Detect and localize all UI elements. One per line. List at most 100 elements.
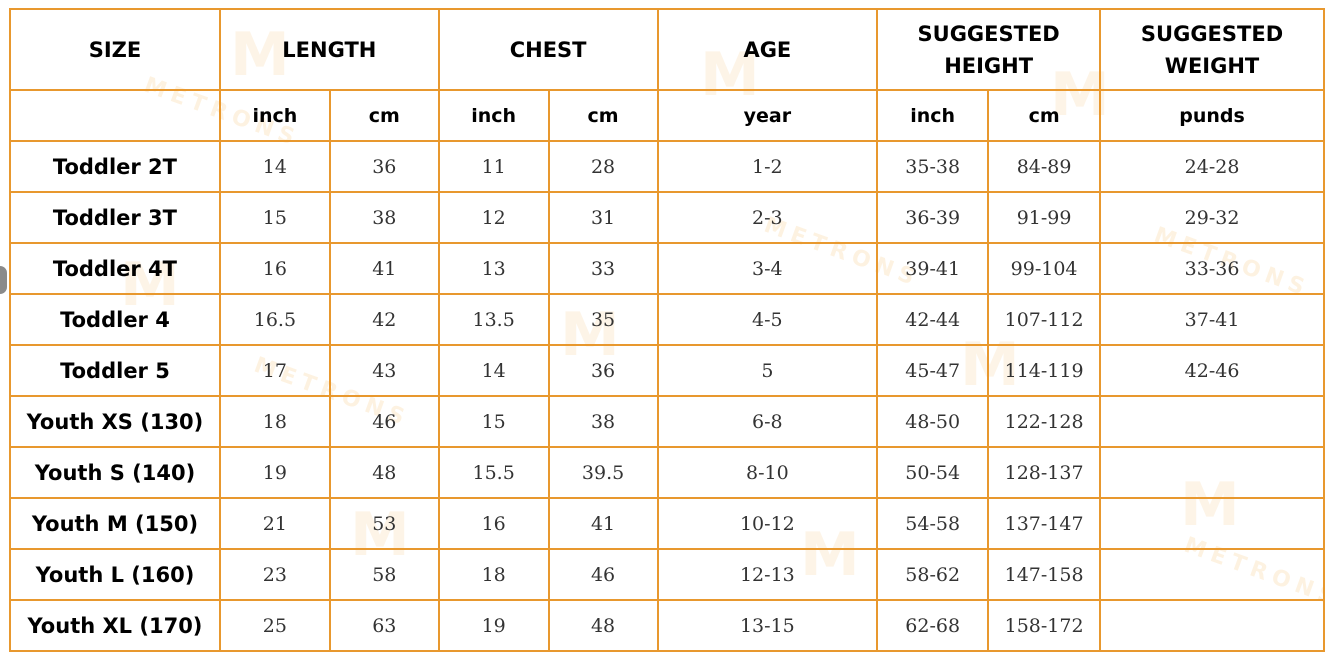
chest-cm-cell: 38 <box>547 395 659 448</box>
chest-cm-cell: 39.5 <box>547 446 659 499</box>
age-cell: 1-2 <box>656 140 879 193</box>
unit-chest-cm: cm <box>547 89 659 142</box>
length-cm-cell: 58 <box>328 548 440 601</box>
row-size-cell: Toddler 2T <box>9 140 221 193</box>
age-cell: 4-5 <box>656 293 879 346</box>
column-header-age: AGE <box>656 8 879 91</box>
row-size-cell: Youth L (160) <box>9 548 221 601</box>
unit-length-inch: inch <box>218 89 331 142</box>
chest-inch-cell: 13 <box>437 242 550 295</box>
length-cm-cell: 43 <box>328 344 440 397</box>
height-cm-cell: 114-119 <box>987 344 1102 397</box>
weight-cell: 29-32 <box>1099 191 1325 244</box>
height-cm-cell: 147-158 <box>987 548 1102 601</box>
unit-size <box>9 89 221 142</box>
height-inch-cell: 45-47 <box>876 344 990 397</box>
table-row: Youth XL (170) 25 63 19 48 13-15 62-68 158-172 <box>9 599 1325 652</box>
size-chart-table: SIZE LENGTH CHEST AGE SUGGESTED HEIGHT S… <box>9 8 1325 652</box>
height-inch-cell: 62-68 <box>876 599 990 652</box>
table-row: Youth M (150) 21 53 16 41 10-12 54-58 137-147 <box>9 497 1325 550</box>
height-inch-cell: 42-44 <box>876 293 990 346</box>
height-inch-cell: 36-39 <box>876 191 990 244</box>
column-header-size: SIZE <box>9 8 221 91</box>
age-cell: 2-3 <box>656 191 879 244</box>
column-header-suggested-weight: SUGGESTED WEIGHT <box>1099 8 1325 91</box>
weight-cell <box>1099 548 1325 601</box>
table-row: Toddler 4 16.5 42 13.5 35 4-5 42-44 107-112 37-4… <box>9 293 1325 346</box>
weight-cell <box>1099 446 1325 499</box>
length-cm-cell: 48 <box>328 446 440 499</box>
length-cm-cell: 46 <box>328 395 440 448</box>
length-cm-cell: 38 <box>328 191 440 244</box>
row-size-cell: Toddler 4 <box>9 293 221 346</box>
age-cell: 3-4 <box>656 242 879 295</box>
column-header-length: LENGTH <box>218 8 440 91</box>
row-size-cell: Youth M (150) <box>9 497 221 550</box>
length-inch-cell: 16 <box>218 242 331 295</box>
chest-cm-cell: 28 <box>547 140 659 193</box>
row-size-cell: Youth S (140) <box>9 446 221 499</box>
age-cell: 6-8 <box>656 395 879 448</box>
table-row: Youth XS (130) 18 46 15 38 6-8 48-50 122-128 <box>9 395 1325 448</box>
weight-cell: 33-36 <box>1099 242 1325 295</box>
length-inch-cell: 18 <box>218 395 331 448</box>
chest-inch-cell: 12 <box>437 191 550 244</box>
height-cm-cell: 128-137 <box>987 446 1102 499</box>
chest-inch-cell: 14 <box>437 344 550 397</box>
table-row: Toddler 2T 14 36 11 28 1-2 35-38 84-89 24-28 <box>9 140 1325 193</box>
unit-weight: punds <box>1099 89 1325 142</box>
length-inch-cell: 16.5 <box>218 293 331 346</box>
height-inch-cell: 48-50 <box>876 395 990 448</box>
header-row: SIZE LENGTH CHEST AGE SUGGESTED HEIGHT S… <box>9 8 1325 91</box>
length-inch-cell: 17 <box>218 344 331 397</box>
length-inch-cell: 15 <box>218 191 331 244</box>
height-inch-cell: 39-41 <box>876 242 990 295</box>
length-inch-cell: 19 <box>218 446 331 499</box>
age-cell: 8-10 <box>656 446 879 499</box>
row-size-cell: Youth XS (130) <box>9 395 221 448</box>
chest-cm-cell: 41 <box>547 497 659 550</box>
height-cm-cell: 107-112 <box>987 293 1102 346</box>
height-inch-cell: 58-62 <box>876 548 990 601</box>
length-cm-cell: 36 <box>328 140 440 193</box>
height-cm-cell: 84-89 <box>987 140 1102 193</box>
row-size-cell: Toddler 3T <box>9 191 221 244</box>
height-cm-cell: 91-99 <box>987 191 1102 244</box>
unit-chest-inch: inch <box>437 89 550 142</box>
weight-cell: 37-41 <box>1099 293 1325 346</box>
height-cm-cell: 137-147 <box>987 497 1102 550</box>
height-cm-cell: 99-104 <box>987 242 1102 295</box>
age-cell: 10-12 <box>656 497 879 550</box>
chest-cm-cell: 33 <box>547 242 659 295</box>
length-cm-cell: 41 <box>328 242 440 295</box>
unit-height-cm: cm <box>987 89 1102 142</box>
unit-height-inch: inch <box>876 89 990 142</box>
weight-cell: 24-28 <box>1099 140 1325 193</box>
row-size-cell: Toddler 5 <box>9 344 221 397</box>
chest-inch-cell: 19 <box>437 599 550 652</box>
row-size-cell: Youth XL (170) <box>9 599 221 652</box>
scroll-handle[interactable] <box>0 266 7 294</box>
chest-inch-cell: 15 <box>437 395 550 448</box>
table-row: Toddler 3T 15 38 12 31 2-3 36-39 91-99 29-32 <box>9 191 1325 244</box>
length-inch-cell: 21 <box>218 497 331 550</box>
unit-length-cm: cm <box>328 89 440 142</box>
weight-cell <box>1099 497 1325 550</box>
height-cm-cell: 122-128 <box>987 395 1102 448</box>
column-header-chest: CHEST <box>437 8 659 91</box>
height-inch-cell: 50-54 <box>876 446 990 499</box>
chest-inch-cell: 11 <box>437 140 550 193</box>
chest-cm-cell: 46 <box>547 548 659 601</box>
length-cm-cell: 42 <box>328 293 440 346</box>
unit-row: inch cm inch cm year inch cm punds <box>9 89 1325 142</box>
table-row: Youth S (140) 19 48 15.5 39.5 8-10 50-54 128-13… <box>9 446 1325 499</box>
weight-cell <box>1099 599 1325 652</box>
row-size-cell: Toddler 4T <box>9 242 221 295</box>
table-row: Toddler 4T 16 41 13 33 3-4 39-41 99-104 33-36 <box>9 242 1325 295</box>
height-inch-cell: 54-58 <box>876 497 990 550</box>
weight-cell: 42-46 <box>1099 344 1325 397</box>
chest-cm-cell: 35 <box>547 293 659 346</box>
chest-inch-cell: 18 <box>437 548 550 601</box>
length-inch-cell: 14 <box>218 140 331 193</box>
size-rows: Toddler 2T 14 36 11 28 1-2 35-38 84-89 24-28 Todd… <box>9 140 1325 652</box>
